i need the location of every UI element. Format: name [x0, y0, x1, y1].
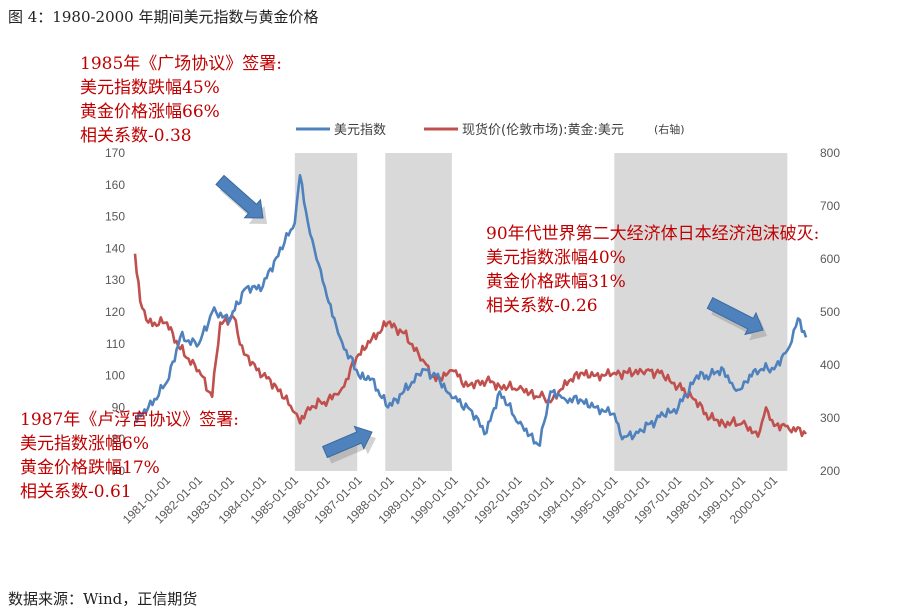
- legend: 美元指数 现货价(伦敦市场):黄金:美元 (右轴): [296, 122, 685, 138]
- left-tick-label: 80: [112, 432, 126, 446]
- left-tick-label: 110: [106, 337, 125, 351]
- annotation-line: 1985年《广场协议》签署:: [80, 54, 282, 74]
- shaded-periods: [294, 153, 788, 471]
- left-axis-ticks: 70 80 90 100 110 120 130 140 150 160 170: [105, 146, 125, 478]
- annotation-line: 1987年《卢浮宫协议》签署:: [20, 410, 239, 430]
- annotation-line: 美元指数跌幅45%: [80, 78, 220, 98]
- gold-price-line: [133, 253, 807, 438]
- left-tick-label: 150: [105, 210, 125, 224]
- source-note: 数据来源：Wind，正信期货: [8, 590, 198, 608]
- annotation-line: 黄金价格跌幅17%: [20, 458, 160, 478]
- left-tick-label: 130: [105, 273, 125, 287]
- right-tick-label: 800: [820, 146, 840, 160]
- left-tick-label: 120: [105, 305, 125, 319]
- annotation-plaza: 1985年《广场协议》签署: 美元指数跌幅45% 黄金价格涨幅66% 相关系数-…: [80, 52, 282, 148]
- annotation-line: 黄金价格跌幅31%: [486, 272, 626, 292]
- annotation-arrows: [215, 174, 767, 464]
- left-tick-label: 160: [105, 178, 125, 192]
- legend-label-gold: 现货价(伦敦市场):黄金:美元: [462, 122, 624, 138]
- left-tick-label: 70: [112, 464, 126, 478]
- left-tick-label: 100: [105, 369, 125, 383]
- legend-right-axis-note: (右轴): [654, 122, 685, 136]
- left-tick-label: 170: [105, 146, 125, 160]
- right-tick-label: 200: [820, 464, 840, 478]
- right-tick-label: 600: [820, 252, 840, 266]
- annotation-japan: 90年代世界第二大经济体日本经济泡沫破灭: 美元指数涨幅40% 黄金价格跌幅31…: [486, 222, 819, 318]
- right-axis-ticks: 200 300 400 500 600 700 800: [820, 146, 840, 478]
- right-tick-label: 700: [820, 199, 840, 213]
- right-tick-label: 400: [820, 358, 840, 372]
- left-tick-label: 90: [112, 400, 126, 414]
- series-lines: [133, 174, 808, 447]
- arrow-plaza: [215, 174, 264, 219]
- annotation-louvre: 1987年《卢浮宫协议》签署: 美元指数涨幅6% 黄金价格跌幅17% 相关系数-…: [20, 408, 239, 504]
- annotation-line: 相关系数-0.26: [486, 296, 598, 316]
- annotation-line: 相关系数-0.61: [20, 482, 132, 502]
- shaded-period: [614, 153, 788, 471]
- right-tick-label: 300: [820, 411, 840, 425]
- annotation-line: 美元指数涨幅6%: [20, 434, 149, 454]
- legend-label-usd: 美元指数: [334, 123, 386, 138]
- annotation-line: 黄金价格涨幅66%: [80, 102, 220, 122]
- shaded-period: [385, 153, 452, 471]
- annotation-line: 相关系数-0.38: [80, 126, 192, 146]
- figure-title: 图 4：1980-2000 年期间美元指数与黄金价格: [8, 8, 319, 26]
- usd-index-line: [134, 174, 808, 447]
- annotation-line: 美元指数涨幅40%: [486, 248, 626, 268]
- arrow-louvre: [321, 425, 373, 459]
- left-tick-label: 140: [105, 241, 125, 255]
- arrow-japan: [706, 296, 764, 336]
- annotation-line: 90年代世界第二大经济体日本经济泡沫破灭:: [486, 224, 820, 244]
- right-tick-label: 500: [820, 305, 840, 319]
